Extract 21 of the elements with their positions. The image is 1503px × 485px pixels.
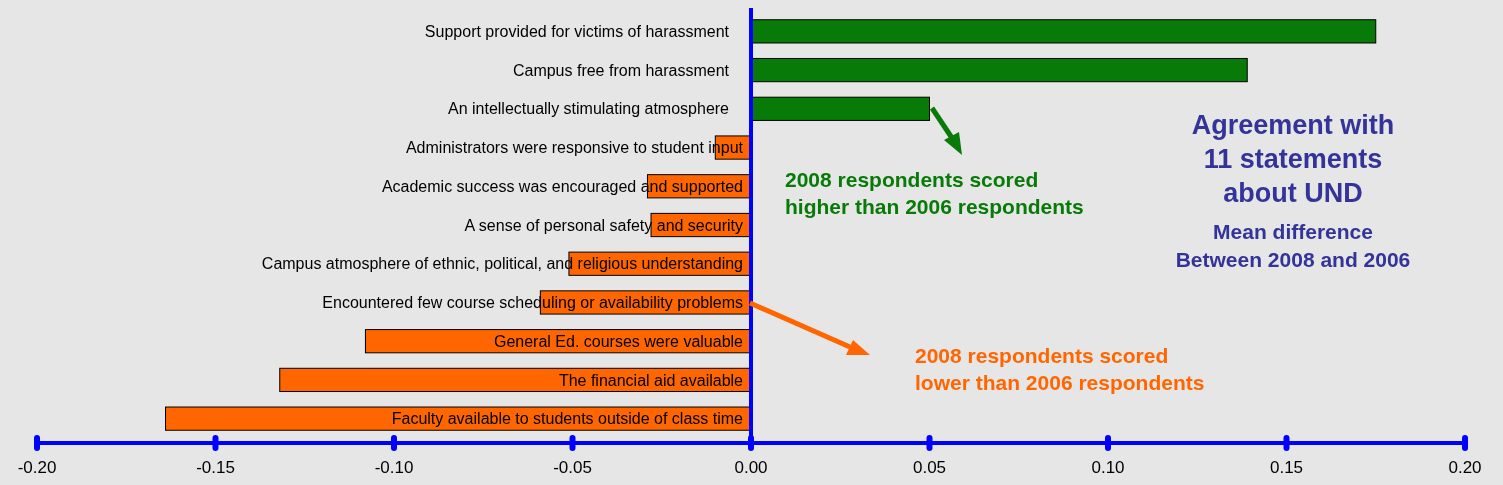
- y-tick-label: Campus free from harassment: [512, 61, 730, 79]
- y-tick-label: Support provided for victims of harassment: [424, 22, 730, 40]
- y-tick-label: General Ed. courses were valuable: [493, 332, 744, 350]
- y-tick-label: The financial aid available: [558, 371, 744, 389]
- y-tick-label: Faculty available to students outside of class time: [391, 410, 744, 428]
- text: Mean difference Between 2008 and 2006: [1175, 220, 1411, 271]
- y-tick-label: An intellectually stimulating atmosphere: [447, 100, 730, 118]
- bar: [750, 57, 1248, 83]
- annotation: 2008 respondents scored lower than 2006 respondents: [915, 344, 1205, 394]
- annotation: 2008 respondents scored higher than 2006 respondents: [785, 168, 1084, 218]
- x-tick-label: 0.00: [734, 458, 768, 477]
- text: Agreement with 11 statements about UND: [1191, 110, 1395, 208]
- x-tick-label: 0.20: [1448, 458, 1482, 477]
- x-tick-label: 0.05: [912, 458, 947, 477]
- x-tick-label: 0.15: [1269, 458, 1304, 477]
- x-tick-label: -0.20: [17, 458, 57, 477]
- bar: [750, 19, 1377, 44]
- x-tick-label: -0.10: [374, 458, 414, 477]
- x-tick-label: 0.10: [1091, 458, 1125, 477]
- x-tick-label: -0.15: [196, 458, 235, 477]
- x-tick-label: -0.05: [553, 458, 592, 477]
